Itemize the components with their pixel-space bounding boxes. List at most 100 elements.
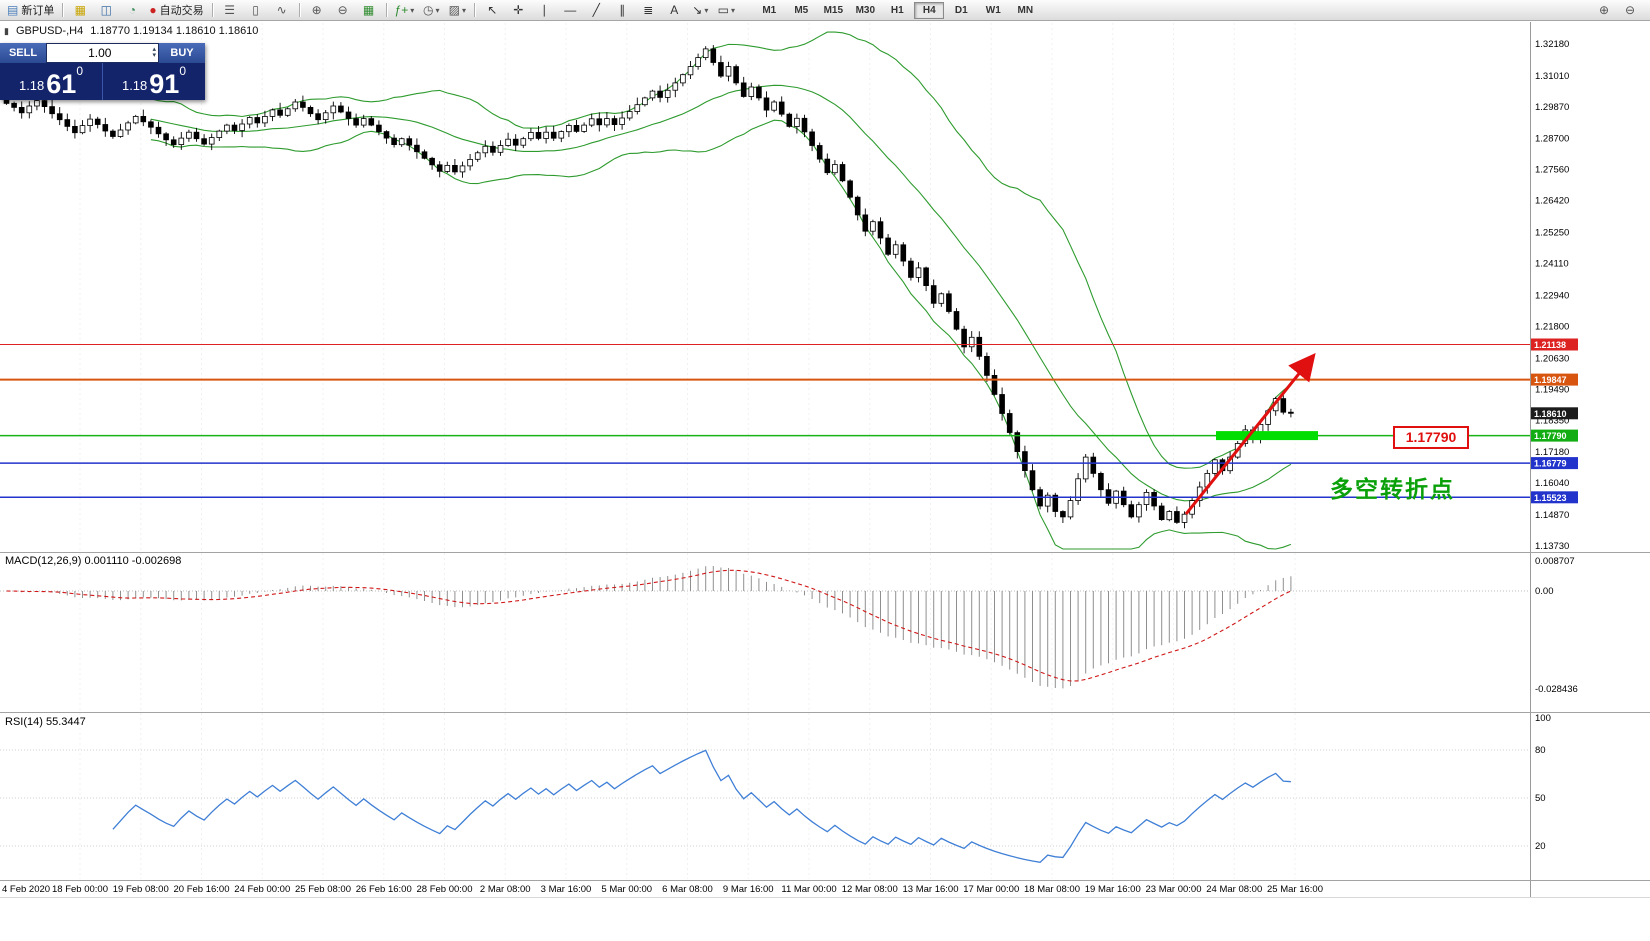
timeframe-m15-button[interactable]: M15 <box>823 4 844 16</box>
rsi-panel[interactable] <box>0 715 1530 880</box>
svg-text:1.15523: 1.15523 <box>1534 493 1567 503</box>
dropdown-arrow-icon[interactable]: ▾ <box>704 5 709 15</box>
sell-price-main: 1.18 <box>18 78 45 93</box>
line-chart-type-icon[interactable]: ∿ <box>270 1 294 20</box>
svg-text:1.19847: 1.19847 <box>1534 375 1567 385</box>
zoom-in-glyph: ⊕ <box>311 3 322 17</box>
volume-value[interactable]: 1.00 <box>88 46 112 60</box>
dropdown-arrow-icon[interactable]: ▾ <box>435 5 440 15</box>
svg-text:26 Feb 16:00: 26 Feb 16:00 <box>356 884 412 895</box>
charts-grid-icon[interactable]: ▦ <box>68 1 92 20</box>
data-window-icon[interactable]: ◔ <box>120 1 144 20</box>
new-order-button[interactable]: ▤ 新订单 <box>4 1 57 20</box>
cursor-icon[interactable]: ↖ <box>480 1 504 20</box>
price-scale[interactable] <box>1530 22 1650 880</box>
fibonacci-icon[interactable]: ≣ <box>636 1 660 20</box>
dropdown-arrow-icon[interactable]: ▾ <box>730 5 735 15</box>
time-axis[interactable] <box>0 880 1530 897</box>
svg-text:1.21800: 1.21800 <box>1535 321 1569 332</box>
arrows-tool-icon[interactable]: ↘ ▾ <box>688 1 712 20</box>
zoom-out-icon[interactable]: ⊖ <box>331 1 355 20</box>
spinner-up-icon[interactable]: ▴ <box>152 46 156 53</box>
macd-panel[interactable] <box>0 555 1530 710</box>
timeframe-h4-button[interactable]: H4 <box>914 1 945 19</box>
dropdown-arrow-icon[interactable]: ▾ <box>461 5 466 15</box>
price-annotation-box[interactable]: 1.17790 <box>1393 426 1469 449</box>
new-order-glyph: ▤ <box>7 3 19 17</box>
svg-text:1.29870: 1.29870 <box>1535 102 1569 113</box>
timeframe-m5-button[interactable]: M5 <box>794 4 809 16</box>
indicators-glyph: ƒ+ <box>394 3 409 17</box>
new-order-button-label: 新订单 <box>21 5 55 17</box>
buy-button[interactable]: BUY <box>159 43 205 63</box>
channel-icon[interactable]: ∥ <box>610 1 634 20</box>
svg-text:5 Mar 00:00: 5 Mar 00:00 <box>601 884 652 895</box>
timeframe-m30-button[interactable]: M30 <box>855 4 876 16</box>
trade-panel-divider <box>102 63 103 100</box>
svg-text:-0.028436: -0.028436 <box>1535 684 1578 695</box>
buy-price[interactable]: 1.18 91 0 <box>103 63 205 100</box>
volume-input[interactable]: 1.00 ▴ ▾ <box>46 43 159 63</box>
timeframe-m1-button[interactable]: M1 <box>762 4 777 16</box>
profiles-glyph: ◫ <box>100 3 113 17</box>
tile-windows-icon[interactable]: ▦ <box>357 1 381 20</box>
svg-text:50: 50 <box>1535 793 1546 804</box>
templates-icon[interactable]: ▨ ▾ <box>445 1 469 20</box>
spinner-down-icon[interactable]: ▾ <box>152 52 156 59</box>
svg-text:2 Mar 08:00: 2 Mar 08:00 <box>480 884 531 895</box>
line-chart-type-glyph: ∿ <box>276 3 287 17</box>
sell-button[interactable]: SELL <box>0 43 46 63</box>
timeframe-w1-button[interactable]: W1 <box>985 4 1001 16</box>
svg-text:19 Feb 08:00: 19 Feb 08:00 <box>113 884 169 895</box>
svg-text:1.13730: 1.13730 <box>1535 541 1569 552</box>
svg-text:25 Mar 16:00: 25 Mar 16:00 <box>1267 884 1323 895</box>
timeframe-toolbar: M1 M5 M15 M30 H1 H4 D1 W1 MN <box>753 1 1041 19</box>
magnifier-minus-icon: ⊖ <box>1624 3 1636 17</box>
svg-text:1.25250: 1.25250 <box>1535 228 1569 239</box>
rsi-label: RSI(14) 55.3447 <box>5 716 86 728</box>
magnifier-minus-icon[interactable]: ⊖ <box>1618 1 1642 20</box>
indicators-icon[interactable]: ƒ+ ▾ <box>392 1 418 20</box>
cursor-glyph: ↖ <box>487 3 498 17</box>
timeframe-mn-button[interactable]: MN <box>1017 4 1034 16</box>
turning-point-annotation[interactable]: 多空转折点 <box>1330 476 1455 503</box>
channel-glyph: ∥ <box>619 3 626 17</box>
macd-signal-value: -0.002698 <box>131 555 182 567</box>
svg-text:1.18350: 1.18350 <box>1535 415 1569 426</box>
toolbar-separator <box>474 3 476 17</box>
bar-chart-type-icon[interactable]: ☰ <box>218 1 242 20</box>
buy-price-big: 91 <box>149 69 180 99</box>
auto-trading-button[interactable]: ● 自动交易 <box>146 1 206 20</box>
chart-symbol-header: ▮ GBPUSD-,H4 1.18770 1.19134 1.18610 1.1… <box>4 25 258 37</box>
macd-label: MACD(12,26,9) 0.001110 -0.002698 <box>5 555 181 567</box>
shapes-tool-icon[interactable]: ▭ ▾ <box>714 1 738 20</box>
sell-price[interactable]: 1.18 61 0 <box>0 63 102 100</box>
candlestick-chart-type-icon[interactable]: ▯ <box>244 1 268 20</box>
toolbar-right-icons: ⊕ ⊖ <box>1591 1 1643 20</box>
vertical-line-icon[interactable]: ∣ <box>532 1 556 20</box>
svg-text:1.27560: 1.27560 <box>1535 165 1569 176</box>
svg-text:100: 100 <box>1535 713 1551 724</box>
crosshair-icon[interactable]: ✛ <box>506 1 530 20</box>
periods-icon[interactable]: ◷ ▾ <box>419 1 443 20</box>
magnifier-plus-icon: ⊕ <box>1598 3 1610 17</box>
text-tool-icon[interactable]: A <box>662 1 686 20</box>
main-chart-panel[interactable] <box>0 22 1530 552</box>
trendline-glyph: ╱ <box>592 3 600 17</box>
horizontal-line-icon[interactable]: ― <box>558 1 582 20</box>
zoom-in-icon[interactable]: ⊕ <box>305 1 329 20</box>
dropdown-arrow-icon[interactable]: ▾ <box>410 5 415 15</box>
svg-text:1.18610: 1.18610 <box>1534 409 1567 419</box>
svg-text:20: 20 <box>1535 841 1546 852</box>
magnifier-plus-icon[interactable]: ⊕ <box>1592 1 1616 20</box>
timeframe-h1-button[interactable]: H1 <box>890 4 904 16</box>
sell-price-sup: 0 <box>76 64 84 78</box>
profiles-icon[interactable]: ◫ <box>94 1 118 20</box>
volume-spinner[interactable]: ▴ ▾ <box>152 46 158 59</box>
timeframe-d1-button[interactable]: D1 <box>954 4 968 16</box>
auto-trading-button-label: 自动交易 <box>159 5 204 17</box>
svg-text:12 Mar 08:00: 12 Mar 08:00 <box>842 884 898 895</box>
svg-text:19 Mar 16:00: 19 Mar 16:00 <box>1085 884 1141 895</box>
trendline-icon[interactable]: ╱ <box>584 1 608 20</box>
